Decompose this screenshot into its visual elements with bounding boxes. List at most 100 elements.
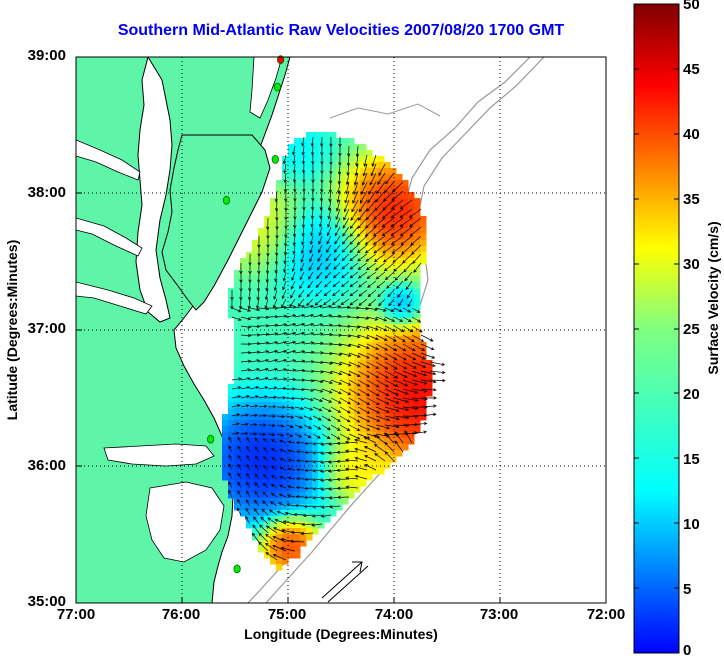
velocity-cell bbox=[372, 228, 379, 235]
velocity-cell bbox=[354, 348, 361, 355]
velocity-cell bbox=[252, 504, 259, 511]
chesapeake-bay bbox=[135, 57, 173, 323]
velocity-cell bbox=[354, 210, 361, 217]
velocity-cell bbox=[258, 312, 265, 319]
velocity-cell bbox=[258, 480, 265, 487]
velocity-cell bbox=[270, 546, 277, 553]
velocity-cell bbox=[330, 336, 337, 343]
velocity-cell bbox=[222, 468, 229, 475]
velocity-cell bbox=[264, 414, 271, 421]
velocity-vector bbox=[393, 361, 408, 370]
velocity-cell bbox=[366, 252, 373, 259]
velocity-cell bbox=[306, 246, 313, 253]
velocity-cell bbox=[276, 444, 283, 451]
velocity-vector bbox=[373, 443, 386, 453]
velocity-cell bbox=[348, 300, 355, 307]
velocity-cell bbox=[306, 438, 313, 445]
velocity-cell bbox=[258, 504, 265, 511]
velocity-vector bbox=[339, 424, 351, 431]
velocity-cell bbox=[372, 462, 379, 469]
velocity-cell bbox=[246, 330, 253, 337]
velocity-cell bbox=[252, 492, 259, 499]
velocity-cell bbox=[360, 300, 367, 307]
velocity-vector bbox=[377, 172, 386, 186]
velocity-vector bbox=[330, 370, 343, 376]
velocity-vector bbox=[301, 235, 305, 246]
velocity-cell bbox=[288, 534, 295, 541]
velocity-cell bbox=[228, 300, 235, 307]
velocity-vector bbox=[404, 430, 413, 444]
velocity-vector bbox=[267, 377, 278, 381]
velocity-cell bbox=[402, 300, 409, 307]
velocity-cell bbox=[270, 288, 277, 295]
velocity-cell bbox=[372, 360, 379, 367]
velocity-cell bbox=[342, 378, 349, 385]
velocity-vector bbox=[337, 181, 341, 194]
velocity-cell bbox=[348, 444, 355, 451]
velocity-vector bbox=[286, 503, 296, 507]
velocity-cell bbox=[300, 432, 307, 439]
velocity-cell bbox=[372, 210, 379, 217]
velocity-cell bbox=[348, 204, 355, 211]
velocity-cell bbox=[312, 354, 319, 361]
velocity-cell bbox=[276, 342, 283, 349]
velocity-cell bbox=[306, 324, 313, 331]
lon-tick-label: 77:00 bbox=[56, 606, 96, 623]
velocity-cell bbox=[360, 372, 367, 379]
velocity-vector bbox=[339, 370, 352, 377]
velocity-cell bbox=[324, 306, 331, 313]
velocity-vector bbox=[373, 235, 386, 245]
velocity-cell bbox=[366, 168, 373, 175]
velocity-vector bbox=[330, 305, 342, 309]
velocity-vector bbox=[349, 217, 359, 230]
velocity-cell bbox=[396, 330, 403, 337]
velocity-cell bbox=[228, 420, 235, 427]
velocity-cell bbox=[294, 234, 301, 241]
velocity-vector bbox=[295, 494, 305, 499]
velocity-vector bbox=[330, 314, 342, 318]
velocity-cell bbox=[336, 258, 343, 265]
velocity-cell bbox=[276, 546, 283, 553]
velocity-cell bbox=[372, 264, 379, 271]
velocity-cell bbox=[306, 354, 313, 361]
velocity-cell bbox=[318, 180, 325, 187]
velocity-cell bbox=[336, 420, 343, 427]
velocity-vector bbox=[378, 163, 386, 176]
velocity-vector bbox=[254, 499, 260, 507]
velocity-vector bbox=[367, 289, 377, 297]
velocity-cell bbox=[306, 252, 313, 259]
velocity-cell bbox=[306, 444, 313, 451]
velocity-cell bbox=[288, 318, 295, 325]
velocity-cell bbox=[258, 360, 265, 367]
velocity-cell bbox=[360, 366, 367, 373]
velocity-vector bbox=[310, 199, 315, 211]
velocity-cell bbox=[414, 336, 421, 343]
velocity-cell bbox=[384, 420, 391, 427]
velocity-cell bbox=[306, 474, 313, 481]
velocity-cell bbox=[396, 246, 403, 253]
velocity-cell bbox=[222, 426, 229, 433]
velocity-cell bbox=[324, 402, 331, 409]
velocity-cell bbox=[276, 186, 283, 193]
velocity-cell bbox=[240, 384, 247, 391]
velocity-cell bbox=[270, 540, 277, 547]
velocity-cell bbox=[396, 294, 403, 301]
velocity-cell bbox=[354, 192, 361, 199]
velocity-cell bbox=[294, 222, 301, 229]
velocity-vector bbox=[285, 314, 297, 318]
velocity-vector bbox=[420, 361, 436, 368]
velocity-vector bbox=[357, 352, 370, 359]
velocity-vector bbox=[267, 340, 279, 345]
velocity-cell bbox=[324, 198, 331, 205]
velocity-cell bbox=[234, 486, 241, 493]
velocity-vector bbox=[306, 289, 314, 298]
velocity-cell bbox=[414, 300, 421, 307]
velocity-cell bbox=[312, 276, 319, 283]
velocity-cell bbox=[414, 210, 421, 217]
velocity-vector bbox=[312, 406, 323, 412]
velocity-vector bbox=[321, 388, 333, 394]
velocity-cell bbox=[360, 168, 367, 175]
velocity-cell bbox=[390, 306, 397, 313]
velocity-cell bbox=[324, 396, 331, 403]
velocity-cell bbox=[312, 510, 319, 517]
